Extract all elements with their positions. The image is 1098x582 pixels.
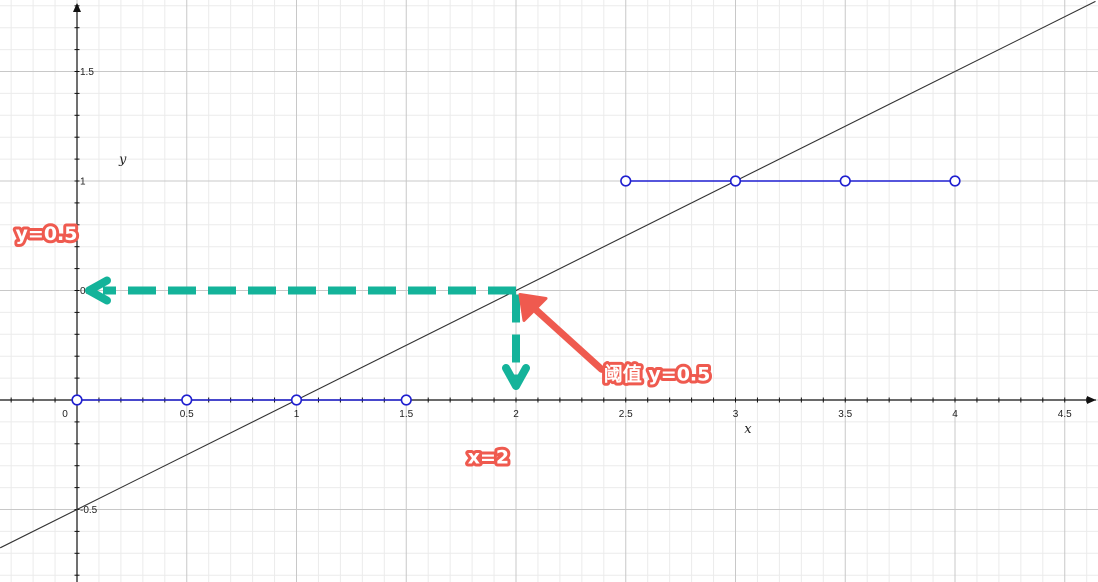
y-tick-label: 1 xyxy=(80,177,86,188)
y-axis-label: y xyxy=(118,152,127,167)
x-axis-arrow-icon xyxy=(1087,396,1096,404)
x-tick-label: 2 xyxy=(513,409,519,420)
x-tick-label: 3.5 xyxy=(838,409,852,420)
y-tick-label: -0.5 xyxy=(80,505,98,516)
x-tick-label: 4.5 xyxy=(1058,409,1072,420)
x-tick-label: 1.5 xyxy=(399,409,413,420)
down-arrow-icon xyxy=(502,364,530,390)
open-point xyxy=(620,175,632,187)
pointer-arrow-line xyxy=(526,301,606,373)
open-point xyxy=(400,394,412,406)
x-axis-label: x xyxy=(744,422,752,437)
y-tick-label: 1.5 xyxy=(80,67,94,78)
annotations: y=0.5 阈值 y=0.5 x=2 xyxy=(13,220,714,471)
annotation-threshold-label: 阈值 y=0.5 xyxy=(604,362,711,385)
pointer-arrow-head-icon xyxy=(518,293,548,322)
series-layer xyxy=(0,0,1096,549)
open-point xyxy=(839,175,851,187)
x-tick-label: 1 xyxy=(294,409,300,420)
open-point xyxy=(71,394,83,406)
open-point xyxy=(181,394,193,406)
x-tick-label: 0 xyxy=(62,409,68,420)
threshold-guides xyxy=(85,276,606,390)
annotation-x-value: x=2 xyxy=(468,447,509,469)
y-axis-arrow-icon xyxy=(73,3,81,12)
open-point xyxy=(729,175,742,187)
linear-function-line xyxy=(0,0,1096,549)
x-tick-label: 0.5 xyxy=(180,409,194,420)
open-point xyxy=(949,175,961,187)
x-tick-label: 3 xyxy=(733,409,739,420)
x-tick-label: 4 xyxy=(952,409,958,420)
annotation-y-threshold: y=0.5 xyxy=(16,223,78,245)
left-arrow-icon xyxy=(85,276,111,305)
open-point xyxy=(290,394,303,406)
x-tick-label: 2.5 xyxy=(619,409,633,420)
